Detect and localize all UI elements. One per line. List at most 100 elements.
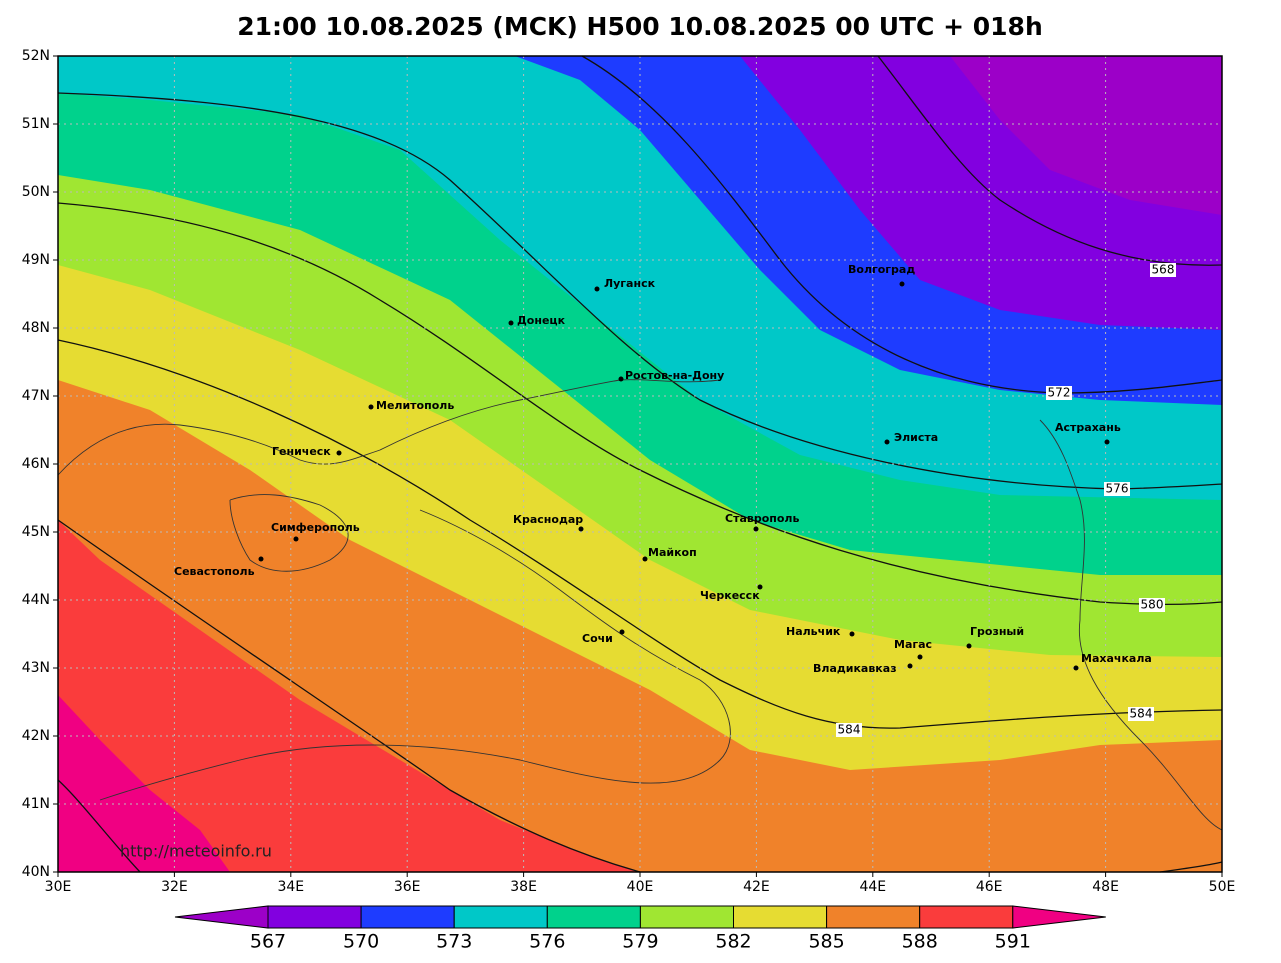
colorbar-box: [919, 905, 1014, 929]
watermark: http://meteoinfo.ru: [120, 842, 272, 861]
lon-label: 48E: [1092, 879, 1119, 895]
city-label: Астрахань: [1055, 421, 1121, 434]
colorbar-box: [733, 905, 828, 929]
graticule: [58, 56, 1222, 872]
lon-label: 50E: [1209, 879, 1236, 895]
city-label: Волгоград: [848, 263, 915, 276]
colorbar-label: 588: [902, 931, 938, 953]
coastline: [99, 509, 731, 801]
colorbar-label: 570: [343, 931, 379, 953]
contour: [581, 55, 1223, 394]
city-dot: [884, 439, 890, 445]
lat-label: 46N: [22, 456, 50, 472]
lat-label: 51N: [22, 116, 50, 132]
city-dot: [578, 526, 584, 532]
lon-label: 34E: [277, 879, 304, 895]
city-label: Луганск: [604, 277, 656, 290]
colorbar-label: 579: [622, 931, 658, 953]
city-dot: [258, 556, 264, 562]
contour-label-bg: [1150, 263, 1176, 277]
contour: [57, 339, 1223, 729]
contour-label-bg: [1104, 482, 1130, 496]
lon-label: 30E: [45, 879, 72, 895]
city-label: Элиста: [894, 431, 938, 444]
contour-lines: [57, 55, 1223, 873]
lat-label: 41N: [22, 796, 50, 812]
city-label: Нальчик: [786, 625, 841, 638]
city-dot: [899, 281, 905, 287]
city-dot: [618, 376, 624, 382]
lat-label: 45N: [22, 524, 50, 540]
city-label: Махачкала: [1081, 652, 1152, 665]
city-dot: [508, 320, 514, 326]
city-label: Майкоп: [648, 546, 697, 559]
city-dot: [753, 526, 759, 532]
lon-label: 40E: [627, 879, 654, 895]
colorbar-box: [267, 905, 362, 929]
colorbar-box: [453, 905, 548, 929]
colorbar-extend: [1012, 905, 1106, 929]
colorbar-box: [639, 905, 735, 929]
city-dot: [594, 286, 600, 292]
contour-label: 568: [1152, 263, 1175, 277]
colorbar-extend: [174, 905, 269, 929]
colorbar-box: [826, 905, 921, 929]
contour: [57, 779, 141, 873]
city-dot: [336, 450, 342, 456]
city-label: Донецк: [517, 314, 566, 327]
lat-label: 43N: [22, 660, 50, 676]
city-dot: [642, 556, 648, 562]
colorbar-label: 582: [715, 931, 751, 953]
colorbar-label: 585: [808, 931, 844, 953]
lon-label: 32E: [161, 879, 188, 895]
lon-label: 44E: [859, 879, 886, 895]
contour: [57, 202, 1223, 605]
contour-label: 572: [1048, 386, 1071, 400]
contour: [1159, 861, 1223, 873]
city-label: Геническ: [272, 445, 331, 458]
contour-label-bg: [1128, 707, 1154, 721]
colorbar-label: 591: [995, 931, 1031, 953]
lat-label: 49N: [22, 252, 50, 268]
lon-label: 46E: [976, 879, 1003, 895]
city-dot: [368, 404, 374, 410]
contour-label-bg: [836, 723, 862, 737]
lat-label: 44N: [22, 592, 50, 608]
colorbar-label: 576: [529, 931, 565, 953]
title: 21:00 10.08.2025 (MCK) H500 10.08.2025 0…: [237, 12, 1043, 41]
contour-label: 580: [1141, 598, 1164, 612]
city-label: Мелитополь: [376, 399, 454, 412]
contour-label: 584: [838, 723, 861, 737]
city-dot: [1104, 439, 1110, 445]
contour: [877, 55, 1223, 266]
city-label: Севастополь: [174, 565, 255, 578]
colorbar-label: 567: [250, 931, 286, 953]
coastline: [1039, 419, 1223, 831]
contour-label: 576: [1106, 482, 1129, 496]
city-label: Ставрополь: [725, 512, 799, 525]
city-label: Грозный: [970, 625, 1024, 638]
contour-label-bg: [1046, 386, 1072, 400]
band: [58, 56, 1222, 872]
lat-label: 50N: [22, 184, 50, 200]
city-dot: [917, 654, 923, 660]
lon-label: 42E: [743, 879, 770, 895]
contour-label-bg: [1139, 598, 1165, 612]
city-dot: [1073, 665, 1079, 671]
city-label: Сочи: [582, 632, 613, 645]
city-label: Черкесск: [700, 589, 760, 602]
city-label: Ростов-на-Дону: [625, 369, 724, 382]
city-dot: [849, 631, 855, 637]
city-label: Владикавказ: [813, 662, 897, 675]
lat-label: 48N: [22, 320, 50, 336]
band: [58, 56, 1222, 872]
lon-label: 38E: [510, 879, 537, 895]
city-label: Краснодар: [513, 513, 583, 526]
lat-label: 52N: [22, 48, 50, 64]
city-dot: [293, 536, 299, 542]
city-dot: [907, 663, 913, 669]
city-dot: [619, 629, 625, 635]
contour-label: 584: [1130, 707, 1153, 721]
lat-label: 42N: [22, 728, 50, 744]
colorbar-box: [546, 905, 641, 929]
